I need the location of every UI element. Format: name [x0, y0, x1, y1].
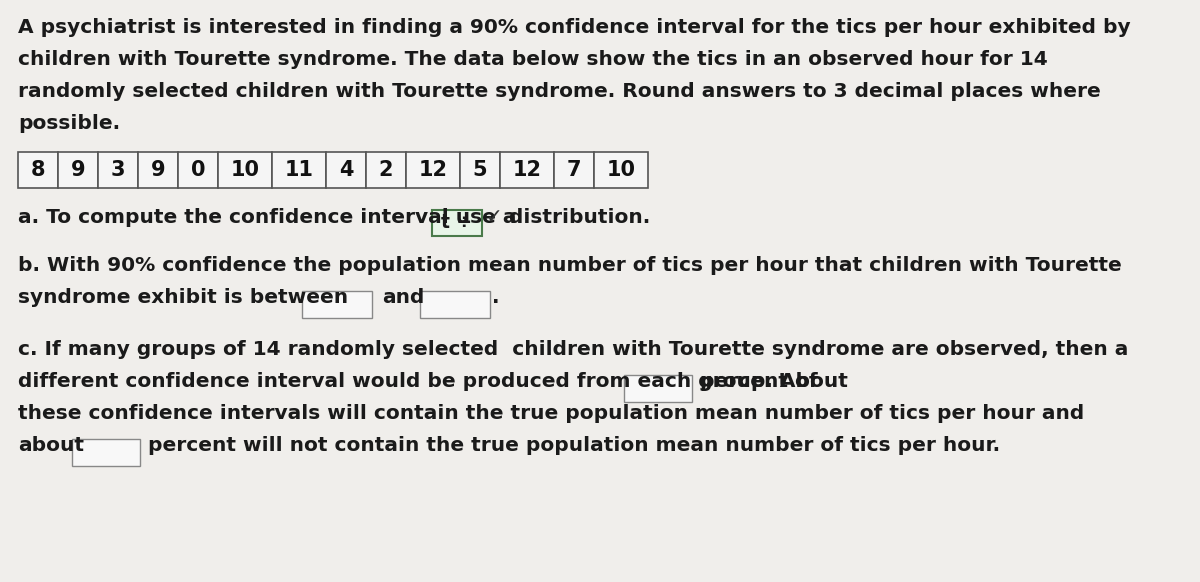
- Text: 9: 9: [71, 160, 85, 180]
- Text: 10: 10: [606, 160, 636, 180]
- FancyBboxPatch shape: [624, 375, 692, 402]
- Text: .: .: [492, 288, 499, 307]
- FancyBboxPatch shape: [218, 152, 272, 188]
- Text: c. If many groups of 14 randomly selected  children with Tourette syndrome are o: c. If many groups of 14 randomly selecte…: [18, 340, 1128, 359]
- FancyBboxPatch shape: [58, 152, 98, 188]
- FancyBboxPatch shape: [72, 439, 140, 466]
- Text: possible.: possible.: [18, 114, 120, 133]
- FancyBboxPatch shape: [432, 210, 482, 236]
- Text: 5: 5: [473, 160, 487, 180]
- Text: A psychiatrist is interested in finding a 90% confidence interval for the tics p: A psychiatrist is interested in finding …: [18, 18, 1130, 37]
- Text: different confidence interval would be produced from each group. About: different confidence interval would be p…: [18, 372, 848, 391]
- Text: 12: 12: [419, 160, 448, 180]
- Text: 8: 8: [31, 160, 46, 180]
- FancyBboxPatch shape: [272, 152, 326, 188]
- Text: a. To compute the confidence interval use a: a. To compute the confidence interval us…: [18, 208, 516, 227]
- Text: 9: 9: [151, 160, 166, 180]
- Text: syndrome exhibit is between: syndrome exhibit is between: [18, 288, 348, 307]
- Text: 0: 0: [191, 160, 205, 180]
- Text: randomly selected children with Tourette syndrome. Round answers to 3 decimal pl: randomly selected children with Tourette…: [18, 82, 1100, 101]
- Text: and: and: [382, 288, 425, 307]
- FancyBboxPatch shape: [18, 152, 58, 188]
- Text: t ÷: t ÷: [442, 214, 473, 232]
- Text: 11: 11: [284, 160, 313, 180]
- Text: 3: 3: [110, 160, 125, 180]
- FancyBboxPatch shape: [98, 152, 138, 188]
- Text: ✓: ✓: [486, 208, 503, 227]
- FancyBboxPatch shape: [138, 152, 178, 188]
- Text: percent of: percent of: [700, 372, 817, 391]
- Text: children with Tourette syndrome. The data below show the tics in an observed hou: children with Tourette syndrome. The dat…: [18, 50, 1048, 69]
- FancyBboxPatch shape: [326, 152, 366, 188]
- Text: 12: 12: [512, 160, 541, 180]
- FancyBboxPatch shape: [406, 152, 460, 188]
- FancyBboxPatch shape: [178, 152, 218, 188]
- Text: 7: 7: [566, 160, 581, 180]
- FancyBboxPatch shape: [302, 291, 372, 318]
- Text: b. With 90% confidence the population mean number of tics per hour that children: b. With 90% confidence the population me…: [18, 256, 1122, 275]
- Text: 10: 10: [230, 160, 259, 180]
- FancyBboxPatch shape: [500, 152, 554, 188]
- Text: distribution.: distribution.: [502, 208, 650, 227]
- Text: 4: 4: [338, 160, 353, 180]
- FancyBboxPatch shape: [594, 152, 648, 188]
- Text: about: about: [18, 436, 84, 455]
- FancyBboxPatch shape: [554, 152, 594, 188]
- FancyBboxPatch shape: [366, 152, 406, 188]
- Text: percent will not contain the true population mean number of tics per hour.: percent will not contain the true popula…: [148, 436, 1000, 455]
- Text: these confidence intervals will contain the true population mean number of tics : these confidence intervals will contain …: [18, 404, 1085, 423]
- FancyBboxPatch shape: [420, 291, 490, 318]
- Text: 2: 2: [379, 160, 394, 180]
- FancyBboxPatch shape: [460, 152, 500, 188]
